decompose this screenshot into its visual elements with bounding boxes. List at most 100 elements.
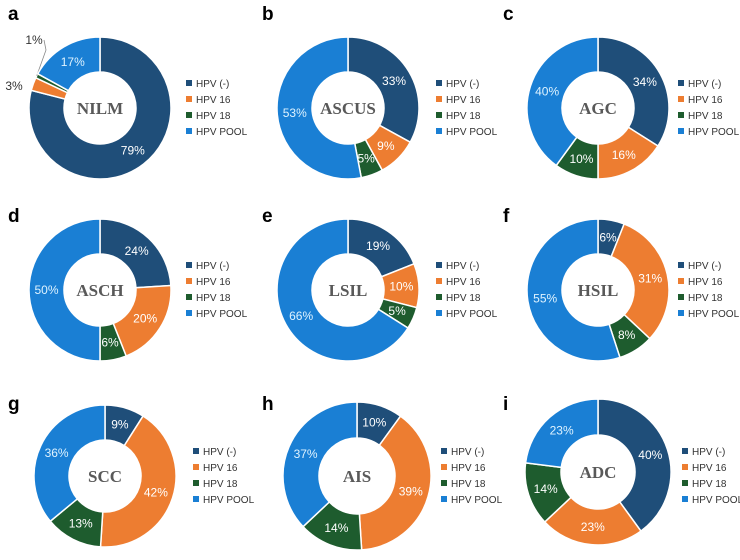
legend-swatch xyxy=(193,496,199,502)
slice-label: 55% xyxy=(533,291,557,305)
legend-entry: HPV 16 xyxy=(688,95,723,106)
panel-letter: c xyxy=(503,4,514,25)
slice-hpv xyxy=(347,36,420,144)
legend-swatch xyxy=(682,464,688,470)
panel-letter: a xyxy=(8,4,19,25)
legend-entry: HPV (-) xyxy=(692,447,725,458)
slice-label: 66% xyxy=(289,309,313,323)
slice-label: 8% xyxy=(618,328,636,342)
legend-entry: HPV (-) xyxy=(196,261,229,272)
legend-swatch xyxy=(186,128,192,134)
slice-label: 50% xyxy=(34,283,58,297)
slice-label: 5% xyxy=(388,304,406,318)
legend-entry: HPV (-) xyxy=(446,79,479,90)
panel-letter: d xyxy=(8,206,20,227)
legend-entry: HPV (-) xyxy=(196,79,229,90)
legend-swatch xyxy=(186,80,192,86)
legend-swatch xyxy=(193,448,199,454)
slice-label: 14% xyxy=(534,482,558,496)
slice-hpv-16 xyxy=(358,415,432,551)
slice-label: 20% xyxy=(133,312,157,326)
legend-entry: HPV 16 xyxy=(451,463,486,474)
slice-label: 6% xyxy=(599,230,617,244)
legend-entry: HPV POOL xyxy=(446,127,498,138)
legend-swatch xyxy=(186,112,192,118)
legend-swatch xyxy=(678,294,684,300)
legend-entry: HPV 18 xyxy=(203,479,238,490)
legend-swatch xyxy=(678,262,684,268)
panel-letter: b xyxy=(262,4,274,25)
legend-swatch xyxy=(186,262,192,268)
panel-i: i 40% 23% 14% 23% ADC HPV (-) HPV 16 HPV 18 HPV P… xyxy=(503,394,740,546)
slice-hpv xyxy=(99,218,172,289)
slice-label: 10% xyxy=(389,280,413,294)
slice-label: 42% xyxy=(144,486,168,500)
legend-entry: HPV POOL xyxy=(196,127,248,138)
legend-swatch xyxy=(682,448,688,454)
legend-entry: HPV POOL xyxy=(688,309,740,320)
legend-entry: HPV 16 xyxy=(196,277,231,288)
legend-swatch xyxy=(193,464,199,470)
legend-entry: HPV POOL xyxy=(203,495,255,506)
slice-hpv xyxy=(28,36,172,180)
center-label: ADC xyxy=(580,463,617,482)
slice-label: 53% xyxy=(283,106,307,120)
legend-swatch xyxy=(441,496,447,502)
legend-swatch xyxy=(436,80,442,86)
legend-entry: HPV 16 xyxy=(446,95,481,106)
panel-letter: f xyxy=(503,206,510,227)
slice-label: 9% xyxy=(377,139,395,153)
legend-entry: HPV (-) xyxy=(688,79,721,90)
slice-hpv-16 xyxy=(99,415,177,548)
legend-swatch xyxy=(193,480,199,486)
slice-label: 33% xyxy=(382,74,406,88)
panel-b: b 33% 9%5% 53% ASCUS HPV (-) HPV 16 HPV 18 HPV P… xyxy=(262,4,498,180)
legend-entry: HPV 18 xyxy=(688,111,723,122)
legend-swatch xyxy=(436,128,442,134)
center-label: LSIL xyxy=(329,281,368,300)
legend-swatch xyxy=(441,448,447,454)
slice-label: 34% xyxy=(633,75,657,89)
slice-label: 37% xyxy=(294,447,318,461)
slice-label: 17% xyxy=(61,55,85,69)
legend-swatch xyxy=(441,464,447,470)
legend-entry: HPV 16 xyxy=(692,463,727,474)
slice-hpv-pool xyxy=(276,218,409,362)
center-label: AIS xyxy=(343,467,371,486)
center-label: AGC xyxy=(579,99,617,118)
leader-line xyxy=(36,39,47,76)
legend-swatch xyxy=(436,96,442,102)
legend-swatch xyxy=(186,278,192,284)
slice-hpv xyxy=(597,36,670,148)
slice-label: 3% xyxy=(5,79,23,93)
legend-entry: HPV 18 xyxy=(692,479,727,490)
slice-label: 9% xyxy=(111,418,129,432)
legend-swatch xyxy=(436,294,442,300)
slice-label: 16% xyxy=(612,148,636,162)
slice-label: 10% xyxy=(569,152,593,166)
slice-label: 40% xyxy=(535,84,559,98)
legend-entry: HPV (-) xyxy=(203,447,236,458)
legend-swatch xyxy=(436,278,442,284)
legend-swatch xyxy=(186,96,192,102)
panel-letter: e xyxy=(262,206,273,227)
slice-label: 79% xyxy=(121,143,145,157)
legend-swatch xyxy=(441,480,447,486)
slice-hpv-pool xyxy=(33,404,106,523)
slice-hpv-pool xyxy=(526,36,599,167)
slice-label: 24% xyxy=(125,244,149,258)
legend-entry: HPV 18 xyxy=(196,111,231,122)
legend-entry: HPV 18 xyxy=(446,111,481,122)
legend-swatch xyxy=(436,112,442,118)
legend-entry: HPV POOL xyxy=(446,309,498,320)
legend-swatch xyxy=(678,80,684,86)
slice-label: 1% xyxy=(25,33,43,47)
slice-hpv-pool xyxy=(526,218,621,362)
legend-entry: HPV (-) xyxy=(451,447,484,458)
legend-swatch xyxy=(678,278,684,284)
legend-entry: HPV (-) xyxy=(446,261,479,272)
center-label: HSIL xyxy=(578,281,619,300)
legend-swatch xyxy=(186,310,192,316)
legend-entry: HPV 16 xyxy=(446,277,481,288)
center-label: ASCH xyxy=(76,281,123,300)
